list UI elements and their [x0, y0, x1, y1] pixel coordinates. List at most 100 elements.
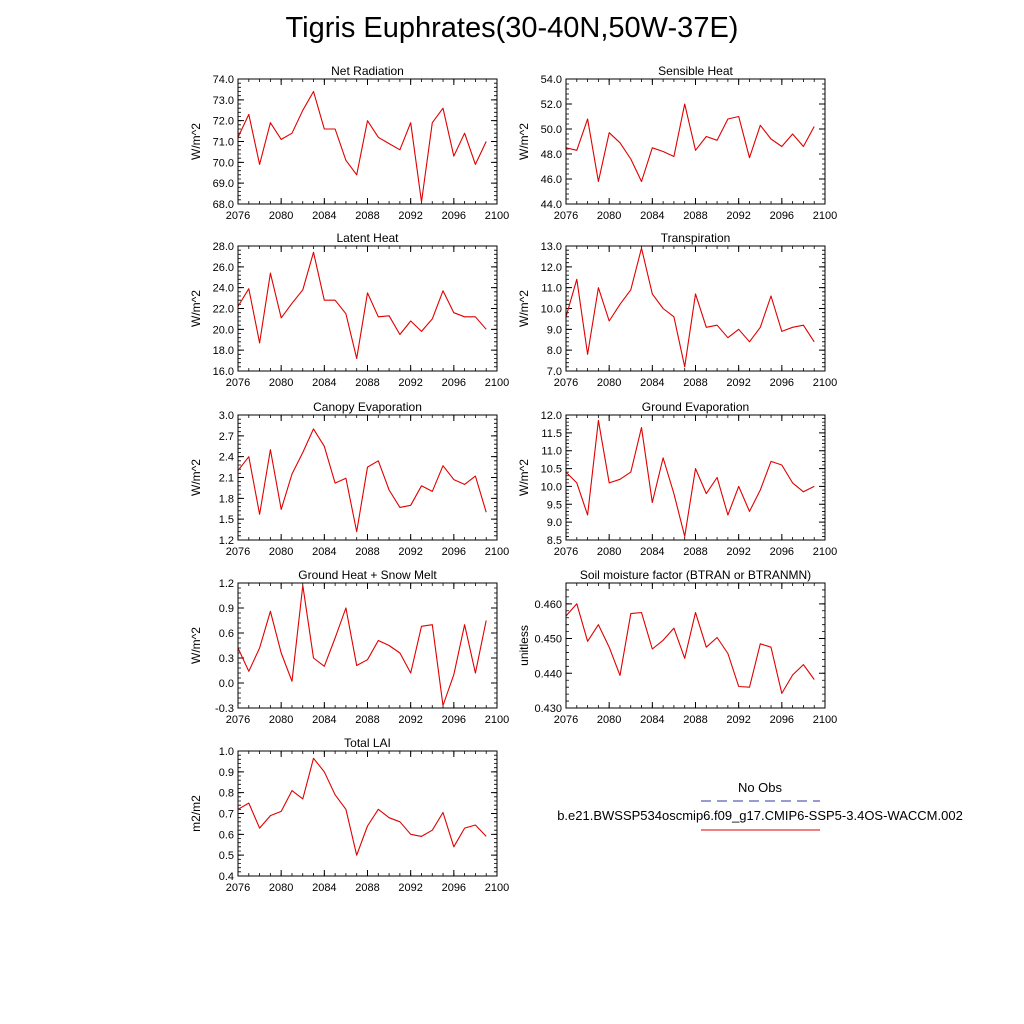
y-tick-label: 2.7: [219, 431, 234, 443]
plot-frame: [565, 414, 826, 541]
x-tick-label: 2100: [485, 714, 509, 726]
panel-title: Net Radiation: [331, 64, 404, 78]
y-tick-label: 26.0: [213, 262, 234, 274]
series-line-1: [237, 757, 487, 856]
x-tick-label: 2100: [485, 377, 509, 389]
x-tick-label: 2096: [442, 546, 466, 558]
x-tick-label: 2100: [485, 882, 509, 894]
y-tick-label: 0.4: [219, 871, 234, 883]
y-tick-label: 0.6: [219, 628, 234, 640]
legend: No Obs b.e21.BWSSP534oscmip6.f09_g17.CMIP…: [557, 780, 963, 831]
y-tick-label: 0.5: [219, 850, 234, 862]
x-tick-label: 2100: [813, 210, 837, 222]
x-tick-label: 2096: [770, 546, 794, 558]
y-tick-label: 0.9: [219, 767, 234, 779]
x-tick-label: 2096: [770, 210, 794, 222]
series-line-1: [565, 103, 815, 183]
y-tick-label: 54.0: [541, 74, 562, 86]
y-tick-label: 74.0: [213, 74, 234, 86]
x-tick-label: 2084: [312, 210, 336, 222]
y-axis-label: W/m^2: [517, 459, 531, 496]
y-tick-label: 50.0: [541, 124, 562, 136]
panel-6: Ground Evaporation 2076 2080 2084 2088 2092 20…: [517, 400, 837, 558]
legend-label-model: b.e21.BWSSP534oscmip6.f09_g17.CMIP6-SSP5…: [557, 808, 963, 823]
y-tick-label: 46.0: [541, 174, 562, 186]
plot-frame: [565, 582, 826, 709]
panel-title: Total LAI: [344, 736, 391, 750]
plot-frame: [237, 245, 498, 372]
y-tick-label: 0.9: [219, 603, 234, 615]
y-tick-label: 10.5: [541, 464, 562, 476]
y-tick-label: 18.0: [213, 345, 234, 357]
y-tick-label: 69.0: [213, 178, 234, 190]
y-tick-label: 70.0: [213, 157, 234, 169]
y-tick-label: 10.0: [541, 481, 562, 493]
y-tick-label: 48.0: [541, 149, 562, 161]
x-tick-label: 2092: [398, 714, 422, 726]
y-tick-label: 1.0: [219, 746, 234, 758]
y-tick-label: 0.450: [534, 634, 562, 646]
x-tick-label: 2084: [312, 714, 336, 726]
series-line-1: [565, 419, 815, 537]
x-tick-label: 2076: [554, 714, 578, 726]
y-tick-label: 9.5: [547, 499, 562, 511]
y-tick-label: 0.460: [534, 599, 562, 611]
x-tick-label: 2096: [442, 714, 466, 726]
y-axis-label: unitless: [517, 625, 531, 666]
y-axis-label: W/m^2: [517, 123, 531, 160]
minor-ticks: [237, 414, 498, 541]
x-tick-label: 2096: [770, 714, 794, 726]
panel-8: Soil moisture factor (BTRAN or BTRANMN) 2…: [517, 568, 837, 726]
plot-frame: [237, 750, 498, 877]
x-tick-label: 2096: [770, 377, 794, 389]
y-tick-label: 1.5: [219, 514, 234, 526]
y-tick-label: 0.430: [534, 703, 562, 715]
y-tick-label: 11.0: [541, 283, 562, 295]
x-tick-label: 2096: [442, 377, 466, 389]
x-tick-label: 2088: [355, 377, 379, 389]
series-line-1: [237, 428, 487, 533]
y-tick-label: 1.8: [219, 493, 234, 505]
panel-title: Sensible Heat: [658, 64, 733, 78]
panel-title: Ground Evaporation: [642, 400, 749, 414]
y-tick-label: 9.0: [547, 517, 562, 529]
panel-3: Latent Heat 2076 2080 2084 2088 2092 2096 2100 1…: [189, 231, 509, 389]
panel-1: Net Radiation 2076 2080 2084 2088 2092 2096 210…: [189, 64, 509, 222]
series-line-1: [237, 251, 487, 360]
y-tick-label: 0.6: [219, 829, 234, 841]
y-tick-label: 68.0: [213, 199, 234, 211]
y-axis-label: W/m^2: [189, 123, 203, 160]
x-tick-label: 2080: [597, 714, 621, 726]
y-tick-label: 0.0: [219, 678, 234, 690]
y-tick-label: 1.2: [219, 578, 234, 590]
plot-frame: [237, 414, 498, 541]
x-tick-label: 2084: [640, 210, 664, 222]
y-tick-label: 1.2: [219, 535, 234, 547]
x-tick-label: 2080: [269, 882, 293, 894]
minor-ticks: [237, 245, 498, 372]
x-tick-label: 2084: [640, 714, 664, 726]
minor-ticks: [237, 582, 498, 709]
x-tick-label: 2084: [312, 546, 336, 558]
panel-title: Canopy Evaporation: [313, 400, 422, 414]
x-tick-label: 2092: [398, 210, 422, 222]
x-tick-label: 2084: [312, 882, 336, 894]
panel-title: Transpiration: [661, 231, 731, 245]
x-tick-label: 2080: [269, 714, 293, 726]
x-tick-label: 2096: [442, 882, 466, 894]
x-tick-label: 2076: [226, 714, 250, 726]
y-tick-label: 7.0: [547, 366, 562, 378]
y-tick-label: 24.0: [213, 283, 234, 295]
x-tick-label: 2080: [269, 546, 293, 558]
panel-5: Canopy Evaporation 2076 2080 2084 2088 2092 20…: [189, 400, 509, 558]
plot-frame: [565, 245, 826, 372]
x-tick-label: 2088: [683, 714, 707, 726]
minor-ticks: [565, 582, 826, 709]
legend-label-no-obs: No Obs: [738, 780, 783, 795]
y-tick-label: 12.0: [541, 262, 562, 274]
x-tick-label: 2100: [485, 546, 509, 558]
x-tick-label: 2076: [226, 882, 250, 894]
y-tick-label: 16.0: [213, 366, 234, 378]
x-tick-label: 2076: [226, 377, 250, 389]
